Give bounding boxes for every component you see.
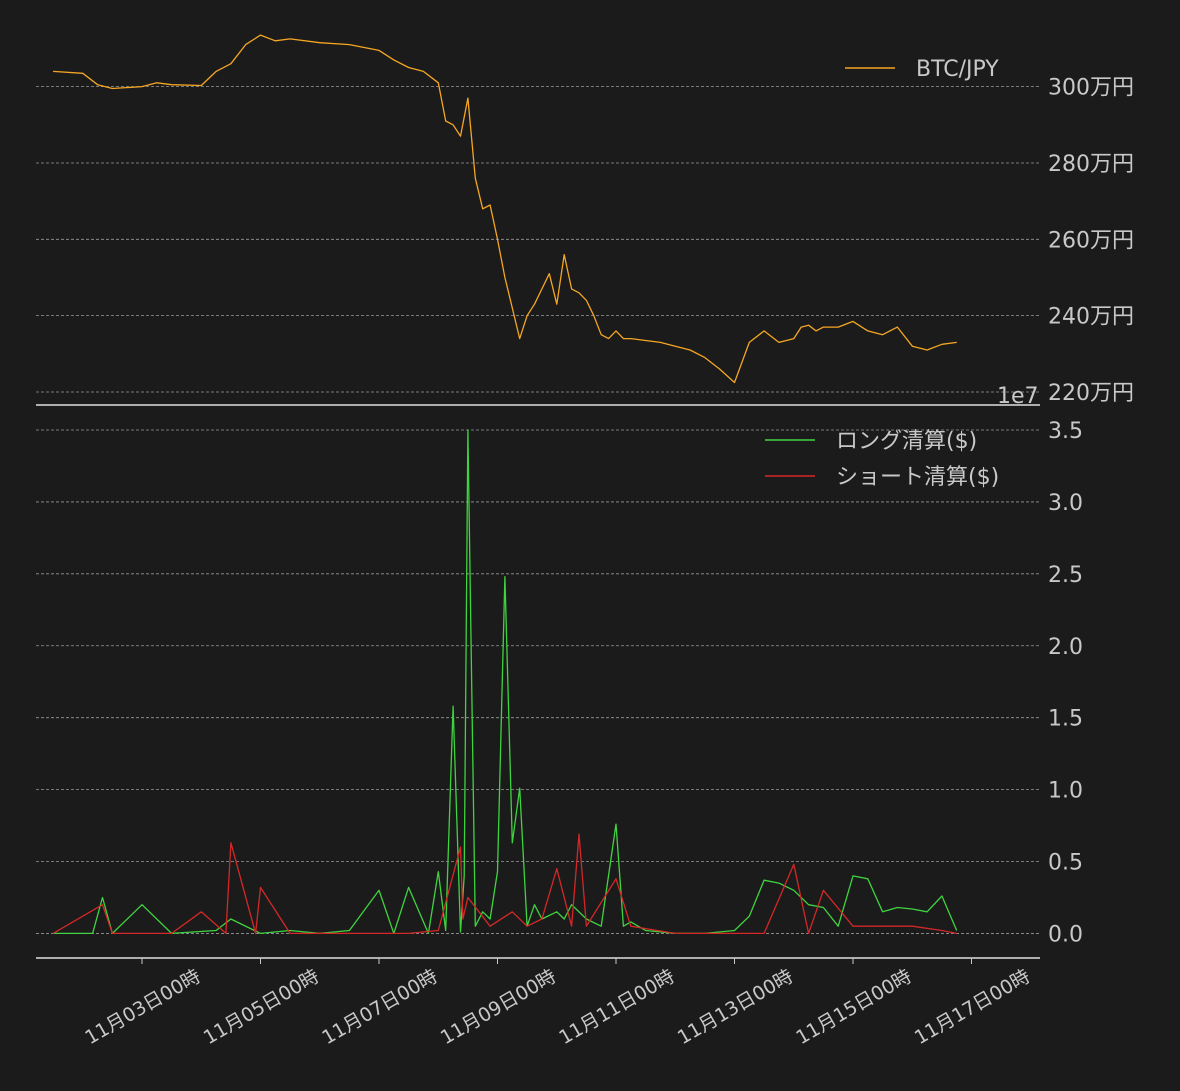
y-tick-label: 0.0 xyxy=(1048,922,1083,947)
y-tick-label: 280万円 xyxy=(1048,152,1134,177)
y-tick-label: 0.5 xyxy=(1048,851,1083,876)
offset-label: 1e7 xyxy=(997,384,1039,409)
legend-label: ロング清算($) xyxy=(836,429,977,454)
y-tick-label: 300万円 xyxy=(1048,76,1134,101)
y-tick-label: 3.5 xyxy=(1048,419,1083,444)
y-tick-label: 240万円 xyxy=(1048,305,1134,330)
y-tick-label: 1.0 xyxy=(1048,779,1083,804)
series-line-0-0 xyxy=(53,34,957,384)
series-line-1-1 xyxy=(52,833,957,935)
y-tick-label: 2.5 xyxy=(1048,563,1083,588)
y-tick-label: 260万円 xyxy=(1048,228,1134,253)
y-tick-label: 1.5 xyxy=(1048,707,1083,732)
btc-price-panel: 220万円 240万円 260万円 280万円 300万円 BTC/JPY xyxy=(36,34,1134,406)
y-tick-label: 2.0 xyxy=(1048,635,1083,660)
legend-label: ショート清算($) xyxy=(836,465,999,490)
y-tick-label: 3.0 xyxy=(1048,491,1083,516)
y-tick-label: 220万円 xyxy=(1048,381,1134,406)
legend-label: BTC/JPY xyxy=(916,57,999,82)
